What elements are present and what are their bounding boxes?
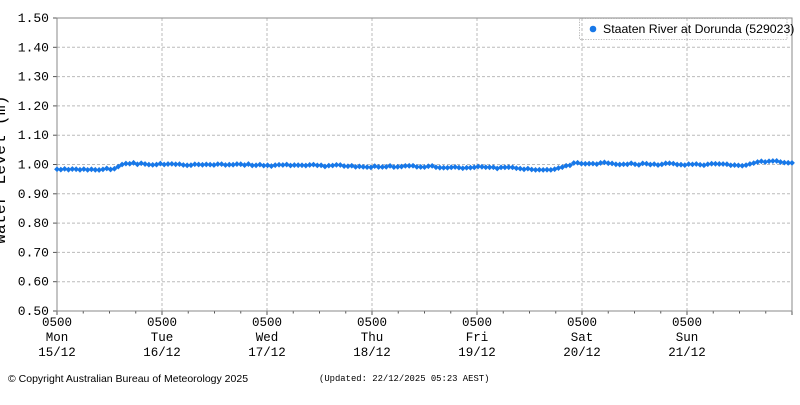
svg-text:1.30: 1.30 [18,70,49,85]
svg-text:0500: 0500 [147,316,177,330]
svg-text:20/12: 20/12 [563,346,601,360]
svg-text:0500: 0500 [672,316,702,330]
svg-text:0500: 0500 [462,316,492,330]
svg-text:Fri: Fri [466,331,489,345]
svg-text:Mon: Mon [46,331,69,345]
svg-text:16/12: 16/12 [143,346,181,360]
svg-text:15/12: 15/12 [38,346,76,360]
svg-text:1.40: 1.40 [18,40,49,55]
svg-text:1.10: 1.10 [18,128,49,143]
svg-text:0500: 0500 [252,316,282,330]
svg-text:21/12: 21/12 [668,346,706,360]
svg-text:17/12: 17/12 [248,346,286,360]
svg-text:0.60: 0.60 [18,275,49,290]
svg-text:Staaten River at Dorunda (5290: Staaten River at Dorunda (529023) [603,22,794,36]
svg-text:Sun: Sun [676,331,699,345]
svg-text:1.50: 1.50 [18,11,49,26]
svg-text:1.20: 1.20 [18,99,49,114]
svg-text:0500: 0500 [567,316,597,330]
svg-text:0500: 0500 [42,316,72,330]
svg-text:0.70: 0.70 [18,245,49,260]
svg-text:0500: 0500 [357,316,387,330]
svg-text:Wed: Wed [256,331,279,345]
svg-text:Thu: Thu [361,331,384,345]
svg-text:1.00: 1.00 [18,158,49,173]
svg-text:0.90: 0.90 [18,187,49,202]
svg-text:18/12: 18/12 [353,346,391,360]
svg-text:Tue: Tue [151,331,174,345]
svg-text:19/12: 19/12 [458,346,496,360]
svg-text:0.80: 0.80 [18,216,49,231]
svg-text:Sat: Sat [571,331,594,345]
